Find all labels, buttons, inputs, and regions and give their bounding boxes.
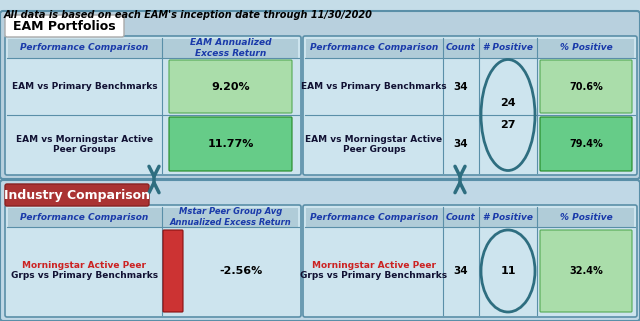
Text: 34: 34 (454, 82, 468, 91)
FancyBboxPatch shape (540, 60, 632, 113)
Text: EAM vs Primary Benchmarks: EAM vs Primary Benchmarks (12, 82, 157, 91)
Text: EAM vs Primary Benchmarks: EAM vs Primary Benchmarks (301, 82, 447, 91)
FancyBboxPatch shape (5, 205, 301, 317)
Text: Performance Comparison: Performance Comparison (20, 213, 148, 221)
Text: 34: 34 (454, 139, 468, 149)
Text: 32.4%: 32.4% (569, 266, 603, 276)
FancyBboxPatch shape (0, 180, 640, 321)
FancyBboxPatch shape (540, 230, 632, 312)
Text: Peer Groups: Peer Groups (342, 144, 405, 153)
FancyBboxPatch shape (303, 36, 637, 175)
Text: EAM vs Morningstar Active: EAM vs Morningstar Active (16, 135, 153, 144)
Text: Morningstar Active Peer: Morningstar Active Peer (312, 262, 436, 271)
Text: Performance Comparison: Performance Comparison (310, 213, 438, 221)
Text: All data is based on each EAM's inception date through 11/30/2020: All data is based on each EAM's inceptio… (4, 10, 373, 20)
Text: % Positive: % Positive (559, 213, 612, 221)
FancyBboxPatch shape (5, 15, 124, 37)
FancyBboxPatch shape (303, 205, 637, 317)
Text: Performance Comparison: Performance Comparison (20, 44, 148, 53)
Text: -2.56%: -2.56% (220, 266, 263, 276)
Text: 70.6%: 70.6% (569, 82, 603, 91)
Text: Count: Count (446, 213, 476, 221)
Bar (306, 39, 634, 58)
Text: EAM Annualized
Excess Return: EAM Annualized Excess Return (189, 38, 271, 58)
Text: 9.20%: 9.20% (211, 82, 250, 91)
Text: Performance Comparison: Performance Comparison (310, 44, 438, 53)
Text: EAM Portfolios: EAM Portfolios (13, 20, 115, 32)
Text: Peer Groups: Peer Groups (53, 144, 116, 153)
FancyBboxPatch shape (169, 60, 292, 113)
FancyBboxPatch shape (0, 11, 640, 179)
Text: 27: 27 (500, 120, 516, 130)
Text: Grps vs Primary Benchmarks: Grps vs Primary Benchmarks (11, 272, 158, 281)
Text: 79.4%: 79.4% (569, 139, 603, 149)
Text: # Positive: # Positive (483, 44, 533, 53)
FancyBboxPatch shape (5, 36, 301, 175)
Text: Mstar Peer Group Avg
Annualized Excess Return: Mstar Peer Group Avg Annualized Excess R… (170, 207, 291, 227)
Text: 11.77%: 11.77% (207, 139, 253, 149)
Bar (8, 208, 298, 227)
Text: EAM vs Morningstar Active: EAM vs Morningstar Active (305, 135, 443, 144)
FancyBboxPatch shape (169, 117, 292, 171)
FancyBboxPatch shape (540, 117, 632, 171)
Text: Morningstar Active Peer: Morningstar Active Peer (22, 262, 147, 271)
FancyBboxPatch shape (163, 230, 183, 312)
Text: Grps vs Primary Benchmarks: Grps vs Primary Benchmarks (300, 272, 447, 281)
Text: Industry Comparison: Industry Comparison (4, 188, 150, 202)
FancyBboxPatch shape (5, 184, 149, 206)
Text: 34: 34 (454, 266, 468, 276)
Text: 24: 24 (500, 98, 516, 108)
Text: 11: 11 (500, 266, 516, 276)
Bar (8, 39, 298, 58)
Text: # Positive: # Positive (483, 213, 533, 221)
Text: % Positive: % Positive (559, 44, 612, 53)
Text: Count: Count (446, 44, 476, 53)
Bar (306, 208, 634, 227)
